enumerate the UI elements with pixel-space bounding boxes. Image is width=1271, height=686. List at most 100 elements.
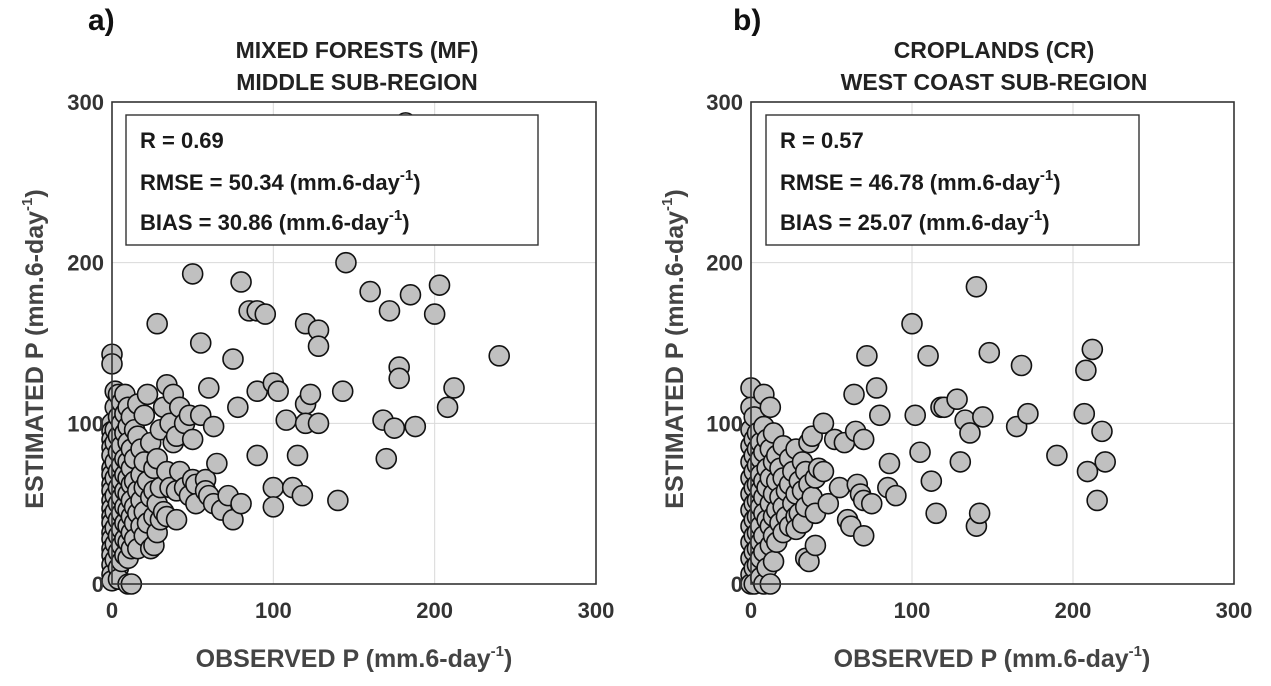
data-point bbox=[1046, 444, 1068, 467]
y-axis-label-close: ) bbox=[661, 189, 689, 197]
data-point bbox=[959, 422, 981, 444]
data-point bbox=[404, 415, 427, 438]
y-tick-label: 300 bbox=[706, 90, 743, 115]
data-point bbox=[423, 303, 446, 325]
data-point bbox=[868, 404, 891, 427]
x-tick-label: 200 bbox=[416, 598, 453, 623]
data-point bbox=[852, 428, 875, 451]
data-point bbox=[436, 396, 459, 419]
y-tick-label: 200 bbox=[67, 251, 104, 276]
stats-box bbox=[765, 114, 1140, 246]
panel-b: b) CROPLANDS (CR) WEST COAST SUB-REGION … bbox=[659, 4, 1252, 673]
data-point bbox=[378, 300, 401, 322]
data-point bbox=[968, 502, 991, 525]
stat-rmse-close: ) bbox=[413, 170, 420, 195]
x-tick-label: 0 bbox=[745, 598, 757, 623]
data-point bbox=[1017, 402, 1039, 425]
data-point bbox=[375, 447, 398, 470]
data-point bbox=[198, 377, 220, 399]
stat-bias-exponent: -1 bbox=[389, 207, 402, 224]
data-point bbox=[202, 415, 225, 438]
stat-bias-text: BIAS = 25.07 (mm.6-day bbox=[780, 210, 1030, 235]
data-point bbox=[181, 263, 204, 285]
data-point bbox=[136, 383, 159, 406]
data-point bbox=[1086, 489, 1108, 512]
stat-bias-close: ) bbox=[402, 210, 409, 235]
y-tick-label: 0 bbox=[92, 572, 104, 597]
stat-bias-text: BIAS = 30.86 (mm.6-day bbox=[140, 210, 390, 235]
x-tick-label: 100 bbox=[255, 598, 292, 623]
data-point bbox=[917, 345, 939, 367]
data-point bbox=[291, 484, 314, 507]
x-axis-label-text: OBSERVED P (mm.6-day bbox=[834, 645, 1129, 673]
data-point bbox=[1081, 338, 1104, 361]
stat-bias: BIAS = 25.07 (mm.6-day-1) bbox=[780, 207, 1050, 235]
stat-bias-exponent: -1 bbox=[1029, 207, 1042, 224]
y-axis-label-exponent: -1 bbox=[19, 198, 36, 211]
y-axis-label-text: ESTIMATED P (mm.6-day bbox=[21, 211, 49, 509]
y-axis-label: ESTIMATED P (mm.6-day-1) bbox=[659, 189, 689, 508]
stat-rmse-exponent: -1 bbox=[400, 167, 413, 184]
data-point bbox=[327, 489, 349, 512]
stat-bias-close: ) bbox=[1042, 210, 1049, 235]
data-point bbox=[843, 383, 865, 406]
data-point bbox=[1073, 402, 1096, 425]
data-point bbox=[443, 377, 465, 399]
stat-rmse: RMSE = 46.78 (mm.6-day-1) bbox=[780, 167, 1061, 195]
y-axis-label-close: ) bbox=[21, 189, 49, 197]
data-point bbox=[949, 451, 972, 473]
panel-letter: a) bbox=[88, 4, 115, 37]
y-tick-label: 200 bbox=[706, 251, 743, 276]
stat-r: R = 0.57 bbox=[780, 128, 864, 153]
data-point bbox=[925, 502, 947, 525]
data-point bbox=[856, 345, 878, 367]
x-axis-label: OBSERVED P (mm.6-day-1) bbox=[834, 643, 1151, 673]
data-point bbox=[254, 303, 277, 325]
y-tick-label: 100 bbox=[67, 411, 104, 436]
y-axis-label: ESTIMATED P (mm.6-day-1) bbox=[19, 189, 49, 508]
data-point bbox=[978, 341, 1001, 364]
x-axis-label-exponent: -1 bbox=[1129, 643, 1142, 660]
x-tick-label: 0 bbox=[106, 598, 118, 623]
data-point bbox=[860, 492, 883, 515]
x-tick-label: 200 bbox=[1055, 598, 1092, 623]
data-point bbox=[946, 388, 968, 411]
data-point bbox=[262, 496, 285, 518]
data-point bbox=[359, 280, 381, 303]
data-point bbox=[230, 492, 252, 515]
data-point bbox=[965, 275, 988, 298]
data-point bbox=[307, 412, 330, 435]
data-point bbox=[1076, 460, 1099, 483]
x-axis-label-close: ) bbox=[1142, 645, 1150, 673]
data-point bbox=[920, 470, 943, 492]
y-tick-label: 0 bbox=[731, 572, 743, 597]
stat-rmse-text: RMSE = 50.34 (mm.6-day bbox=[140, 170, 401, 195]
data-point bbox=[165, 508, 188, 531]
stat-bias: BIAS = 30.86 (mm.6-day-1) bbox=[140, 207, 410, 235]
data-point bbox=[286, 444, 309, 467]
data-points bbox=[740, 275, 1116, 595]
x-tick-label: 100 bbox=[894, 598, 931, 623]
data-point bbox=[1075, 359, 1097, 382]
data-point bbox=[335, 251, 357, 274]
data-point bbox=[331, 380, 354, 403]
stats-box bbox=[125, 114, 539, 246]
data-point bbox=[399, 283, 422, 306]
chart-title-line2: WEST COAST SUB-REGION bbox=[841, 69, 1148, 95]
data-point bbox=[307, 335, 330, 358]
data-point bbox=[865, 377, 888, 399]
data-point bbox=[812, 412, 835, 435]
data-point bbox=[246, 444, 269, 467]
x-tick-label: 300 bbox=[578, 598, 615, 623]
data-point bbox=[383, 417, 406, 439]
plot-frame bbox=[111, 101, 597, 585]
data-point bbox=[262, 476, 285, 499]
x-axis-label-close: ) bbox=[504, 645, 512, 673]
x-tick-labels: 0 100 200 300 bbox=[106, 598, 614, 623]
data-point bbox=[828, 476, 851, 499]
data-point bbox=[878, 452, 901, 475]
y-tick-label: 300 bbox=[67, 90, 104, 115]
data-point bbox=[817, 492, 840, 515]
y-tick-labels: 0 100 200 300 bbox=[67, 90, 104, 597]
